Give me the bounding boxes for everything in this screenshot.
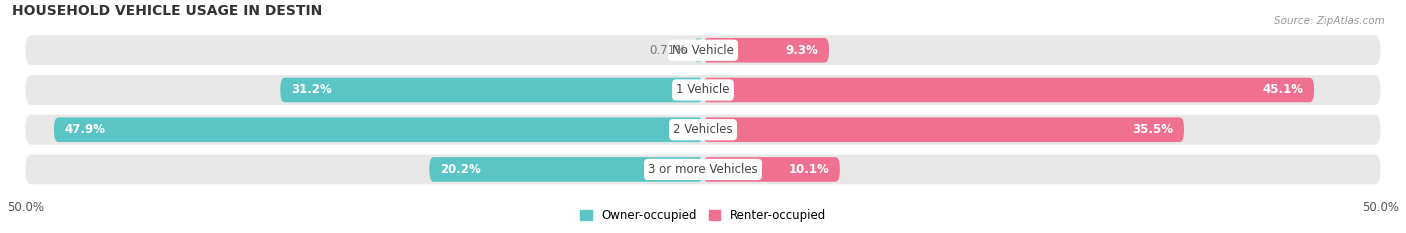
FancyBboxPatch shape [703,117,1184,142]
FancyBboxPatch shape [25,75,1381,105]
FancyBboxPatch shape [703,38,830,63]
FancyBboxPatch shape [25,115,1381,145]
Text: 31.2%: 31.2% [291,83,332,96]
Text: 45.1%: 45.1% [1263,83,1303,96]
Text: 3 or more Vehicles: 3 or more Vehicles [648,163,758,176]
Legend: Owner-occupied, Renter-occupied: Owner-occupied, Renter-occupied [575,205,831,227]
FancyBboxPatch shape [693,38,703,63]
FancyBboxPatch shape [429,157,703,182]
FancyBboxPatch shape [703,157,839,182]
Text: 1 Vehicle: 1 Vehicle [676,83,730,96]
Text: No Vehicle: No Vehicle [672,44,734,57]
Text: Source: ZipAtlas.com: Source: ZipAtlas.com [1274,16,1385,26]
FancyBboxPatch shape [703,78,1315,102]
Text: 10.1%: 10.1% [789,163,830,176]
Text: 35.5%: 35.5% [1132,123,1173,136]
FancyBboxPatch shape [25,35,1381,65]
Text: 9.3%: 9.3% [786,44,818,57]
FancyBboxPatch shape [53,117,703,142]
FancyBboxPatch shape [280,78,703,102]
Text: 47.9%: 47.9% [65,123,105,136]
Text: HOUSEHOLD VEHICLE USAGE IN DESTIN: HOUSEHOLD VEHICLE USAGE IN DESTIN [13,4,322,18]
Text: 2 Vehicles: 2 Vehicles [673,123,733,136]
Text: 0.71%: 0.71% [650,44,686,57]
Text: 20.2%: 20.2% [440,163,481,176]
FancyBboxPatch shape [25,154,1381,184]
